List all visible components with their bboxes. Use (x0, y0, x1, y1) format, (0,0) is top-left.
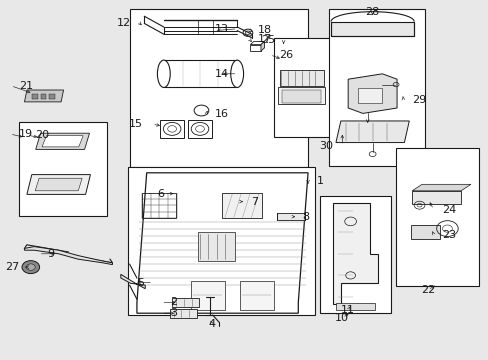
Polygon shape (24, 245, 112, 265)
Polygon shape (335, 121, 408, 143)
Bar (160, 120, 183, 138)
Bar (335, 303, 374, 310)
Text: 30: 30 (319, 141, 333, 151)
Polygon shape (347, 74, 396, 113)
Bar (19, 122, 106, 216)
Bar (169, 309, 196, 318)
Bar (320, 196, 390, 313)
Text: 15: 15 (129, 119, 143, 129)
Bar (190, 281, 224, 310)
Text: 9: 9 (47, 249, 55, 259)
Bar (410, 225, 439, 239)
Bar (188, 120, 211, 138)
Text: 21: 21 (20, 81, 34, 91)
Bar (279, 70, 323, 86)
Text: 2: 2 (170, 297, 177, 307)
Bar (357, 88, 382, 103)
Polygon shape (36, 133, 89, 149)
Bar (282, 90, 321, 103)
Bar (32, 94, 38, 99)
Polygon shape (24, 90, 63, 102)
Bar (395, 148, 478, 286)
Bar (129, 9, 307, 167)
Text: 14: 14 (214, 69, 228, 79)
Polygon shape (24, 247, 112, 265)
Polygon shape (121, 274, 145, 289)
Polygon shape (137, 173, 307, 313)
Polygon shape (250, 41, 264, 45)
Bar (328, 9, 425, 166)
Polygon shape (333, 203, 377, 304)
Bar (172, 298, 199, 307)
Circle shape (22, 261, 40, 274)
Ellipse shape (157, 60, 170, 87)
Text: 23: 23 (442, 230, 456, 240)
Text: 22: 22 (420, 285, 434, 295)
Text: 5: 5 (137, 278, 144, 288)
Text: 11: 11 (341, 305, 354, 315)
Text: 17: 17 (257, 33, 271, 44)
Text: 18: 18 (257, 24, 271, 35)
Text: 19: 19 (19, 129, 33, 139)
Text: 1: 1 (316, 176, 323, 186)
Bar (222, 193, 261, 219)
Text: 24: 24 (442, 204, 456, 215)
Bar (239, 281, 273, 310)
Text: 29: 29 (411, 95, 426, 105)
Text: 3: 3 (170, 308, 177, 318)
Bar (250, 45, 261, 51)
Bar (411, 191, 460, 204)
Text: 8: 8 (302, 212, 309, 222)
Bar (273, 38, 331, 137)
Polygon shape (411, 184, 470, 191)
Polygon shape (35, 178, 82, 191)
Polygon shape (42, 136, 83, 147)
Bar (198, 232, 234, 261)
Circle shape (26, 264, 35, 270)
Bar (49, 94, 55, 99)
Bar (278, 87, 325, 104)
Text: 13: 13 (214, 24, 228, 34)
Text: 27: 27 (5, 262, 20, 272)
Bar (128, 167, 315, 315)
Text: 7: 7 (250, 197, 258, 207)
Text: 25: 25 (260, 35, 274, 45)
Polygon shape (27, 175, 90, 194)
Text: 20: 20 (35, 130, 49, 140)
Text: 10: 10 (335, 312, 348, 323)
Text: 6: 6 (157, 189, 163, 199)
Polygon shape (261, 41, 264, 51)
Text: 28: 28 (365, 6, 379, 17)
Bar (142, 193, 176, 219)
Text: 4: 4 (208, 319, 215, 329)
Bar (163, 60, 237, 87)
Text: 12: 12 (117, 18, 131, 28)
Bar (41, 94, 46, 99)
Bar (277, 213, 304, 220)
Text: 16: 16 (215, 109, 229, 120)
Ellipse shape (230, 60, 243, 87)
Polygon shape (330, 22, 413, 36)
Text: 26: 26 (278, 50, 292, 60)
